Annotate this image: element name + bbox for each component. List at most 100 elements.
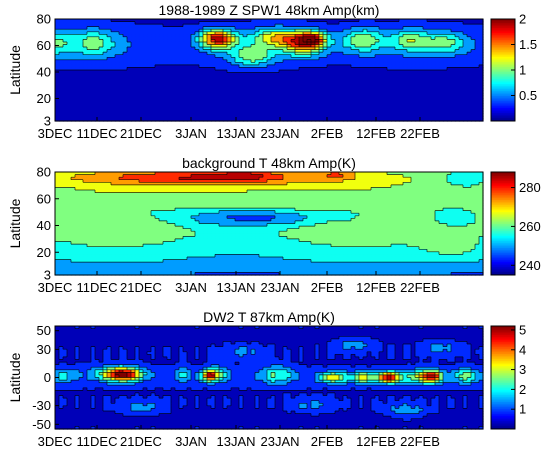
heatmap-cell bbox=[67, 57, 72, 61]
heatmap-cell bbox=[139, 44, 144, 48]
heatmap-cell bbox=[159, 62, 164, 66]
heatmap-cell bbox=[283, 31, 288, 35]
heatmap-cell bbox=[299, 75, 304, 79]
heatmap-cell bbox=[471, 62, 476, 66]
heatmap-cell bbox=[195, 174, 200, 178]
heatmap-cell bbox=[363, 26, 368, 30]
heatmap-cell bbox=[203, 172, 208, 176]
heatmap-cell bbox=[371, 115, 376, 120]
heatmap-cell bbox=[95, 113, 100, 117]
heatmap-cell bbox=[135, 90, 140, 94]
heatmap-cell bbox=[287, 39, 292, 43]
heatmap-cell bbox=[415, 67, 420, 71]
heatmap-cell bbox=[443, 80, 448, 84]
heatmap-cell bbox=[231, 87, 236, 91]
heatmap-cell bbox=[167, 31, 172, 35]
heatmap-cell bbox=[407, 36, 412, 40]
heatmap-cell bbox=[155, 59, 160, 63]
heatmap-cell bbox=[355, 75, 360, 79]
heatmap-cell bbox=[327, 47, 332, 51]
heatmap-cell bbox=[307, 29, 312, 33]
heatmap-cell bbox=[91, 72, 96, 76]
heatmap-cell bbox=[375, 75, 380, 79]
heatmap-cell bbox=[107, 72, 112, 76]
heatmap-cell bbox=[75, 77, 80, 81]
heatmap-cell bbox=[467, 177, 472, 181]
heatmap-cell bbox=[183, 92, 188, 97]
heatmap-cell bbox=[299, 172, 304, 176]
heatmap-cell bbox=[231, 90, 236, 94]
heatmap-cell bbox=[131, 36, 136, 40]
heatmap-cell bbox=[103, 184, 108, 189]
heatmap-cell bbox=[355, 87, 360, 91]
heatmap-cell bbox=[347, 110, 352, 114]
heatmap-cell bbox=[451, 49, 456, 53]
heatmap-cell bbox=[263, 21, 268, 25]
heatmap-cell bbox=[303, 24, 308, 28]
heatmap-cell bbox=[343, 75, 348, 79]
heatmap-cell bbox=[319, 184, 324, 189]
heatmap-cell bbox=[279, 64, 284, 69]
heatmap-cell bbox=[55, 77, 60, 81]
heatmap-cell bbox=[359, 52, 364, 56]
heatmap-cell bbox=[91, 34, 96, 38]
heatmap-cell bbox=[267, 62, 272, 66]
heatmap-cell bbox=[147, 182, 152, 186]
heatmap-cell bbox=[175, 87, 180, 91]
heatmap-cell bbox=[379, 64, 384, 69]
heatmap-cell bbox=[99, 24, 104, 28]
heatmap-cell bbox=[391, 75, 396, 79]
heatmap-cell bbox=[479, 80, 484, 84]
heatmap-cell bbox=[475, 52, 480, 56]
heatmap-cell bbox=[147, 90, 152, 94]
heatmap-cell bbox=[111, 29, 116, 33]
heatmap-cell bbox=[395, 49, 400, 53]
heatmap-cell bbox=[203, 47, 208, 51]
heatmap-cell bbox=[263, 34, 268, 38]
heatmap-cell bbox=[255, 67, 260, 71]
heatmap-cell bbox=[455, 47, 460, 51]
heatmap-cell bbox=[223, 57, 228, 61]
heatmap-cell bbox=[147, 39, 152, 43]
heatmap-cell bbox=[115, 77, 120, 81]
heatmap-cell bbox=[175, 47, 180, 51]
heatmap-cell bbox=[119, 57, 124, 61]
heatmap-cell bbox=[399, 44, 404, 48]
heatmap-cell bbox=[367, 115, 372, 120]
heatmap-cell bbox=[139, 174, 144, 178]
heatmap-cell bbox=[343, 182, 348, 186]
heatmap-cell bbox=[331, 47, 336, 51]
heatmap-cell bbox=[187, 54, 192, 58]
heatmap-cell bbox=[243, 110, 248, 114]
heatmap-cell bbox=[459, 172, 464, 176]
colorbar-segment bbox=[491, 30, 515, 34]
heatmap-cell bbox=[359, 118, 364, 122]
heatmap-cell bbox=[455, 103, 460, 107]
heatmap-cell bbox=[151, 70, 156, 74]
heatmap-cell bbox=[95, 177, 100, 181]
heatmap-cell bbox=[359, 70, 364, 74]
heatmap-cell bbox=[343, 118, 348, 122]
heatmap-cell bbox=[131, 24, 136, 28]
colorbar-segment bbox=[491, 100, 515, 103]
heatmap-cell bbox=[323, 182, 328, 186]
heatmap-cell bbox=[471, 115, 476, 120]
heatmap-cell bbox=[111, 67, 116, 71]
heatmap-cell bbox=[263, 47, 268, 51]
heatmap-cell bbox=[427, 179, 432, 183]
heatmap-cell bbox=[179, 59, 184, 63]
heatmap-cell bbox=[223, 62, 228, 66]
heatmap-cell bbox=[151, 24, 156, 28]
heatmap-cell bbox=[211, 82, 216, 86]
heatmap-cell bbox=[311, 174, 316, 178]
heatmap-cell bbox=[119, 82, 124, 86]
heatmap-cell bbox=[471, 36, 476, 40]
heatmap-cell bbox=[363, 64, 368, 69]
heatmap-cell bbox=[87, 174, 92, 178]
y-axis-label: Latitude bbox=[7, 45, 23, 95]
heatmap-cell bbox=[351, 80, 356, 84]
heatmap-cell bbox=[351, 75, 356, 79]
heatmap-cell bbox=[379, 103, 384, 107]
colorbar-segment bbox=[491, 56, 515, 59]
heatmap-cell bbox=[95, 59, 100, 63]
